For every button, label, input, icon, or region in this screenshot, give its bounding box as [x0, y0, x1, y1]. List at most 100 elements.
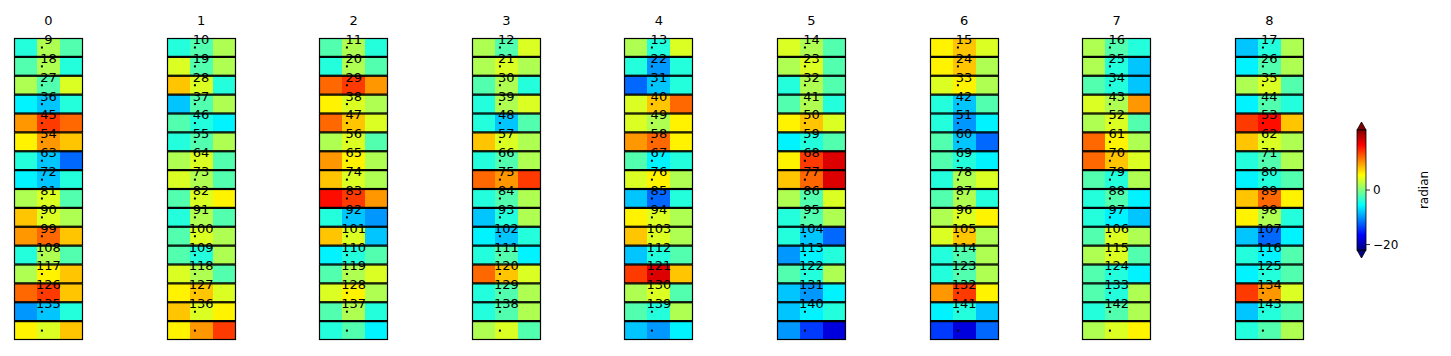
html-text:137: 137 — [341, 296, 367, 312]
html-text:93: 93 — [498, 201, 515, 217]
html-text:38: 38 — [345, 88, 362, 104]
html-text:103: 103 — [646, 220, 672, 236]
html-text:90: 90 — [40, 201, 57, 217]
html-text:15: 15 — [955, 31, 973, 47]
html-text:135: 135 — [36, 296, 61, 312]
html-text:67: 67 — [650, 145, 668, 161]
html-text:119: 119 — [341, 258, 367, 274]
html-text:36: 36 — [40, 88, 57, 104]
html-text:49: 49 — [650, 107, 668, 123]
html-text:99: 99 — [40, 220, 57, 236]
html-text:139: 139 — [646, 296, 672, 312]
html-text:23: 23 — [803, 50, 820, 66]
html-text:105: 105 — [951, 220, 977, 236]
html-text:114: 114 — [951, 239, 977, 255]
svg-text:−20: −20 — [1373, 238, 1398, 252]
html-text:132: 132 — [951, 277, 977, 293]
html-text:20: 20 — [345, 50, 362, 66]
html-text:60: 60 — [955, 126, 973, 142]
html-text:120: 120 — [493, 258, 519, 274]
html-text:140: 140 — [799, 296, 824, 312]
html-text:55: 55 — [192, 126, 210, 142]
html-text:64: 64 — [192, 145, 210, 161]
html-text:112: 112 — [646, 239, 672, 255]
html-text:54: 54 — [40, 126, 57, 142]
html-text:24: 24 — [955, 50, 973, 66]
html-text:48: 48 — [498, 107, 515, 123]
html-text:46: 46 — [192, 107, 210, 123]
html-text:12: 12 — [498, 31, 515, 47]
html-text:81: 81 — [40, 182, 57, 198]
html-text:65: 65 — [345, 145, 362, 161]
html-text:118: 118 — [188, 258, 214, 274]
html-text:19: 19 — [192, 50, 210, 66]
html-text:14: 14 — [803, 31, 820, 47]
html-text:18: 18 — [40, 50, 57, 66]
html-text:31: 31 — [650, 69, 668, 85]
html-text:69: 69 — [955, 145, 973, 161]
html-text:37: 37 — [192, 88, 210, 104]
html-text:28: 28 — [192, 69, 210, 85]
html-text:96: 96 — [955, 201, 973, 217]
html-text:63: 63 — [40, 145, 57, 161]
html-text:68: 68 — [803, 145, 820, 161]
html-text:41: 41 — [803, 88, 820, 104]
html-text:111: 111 — [493, 239, 519, 255]
html-text:104: 104 — [799, 220, 824, 236]
html-text:141: 141 — [951, 296, 977, 312]
html-text:21: 21 — [498, 50, 515, 66]
html-text:47: 47 — [345, 107, 362, 123]
html-text:113: 113 — [799, 239, 824, 255]
html-text:85: 85 — [650, 182, 668, 198]
svg-text:radian: radian — [1417, 171, 1431, 209]
html-text:29: 29 — [345, 69, 362, 85]
html-text:92: 92 — [345, 201, 362, 217]
html-text:50: 50 — [803, 107, 820, 123]
html-text:82: 82 — [192, 182, 210, 198]
html-text:94: 94 — [650, 201, 668, 217]
html-text:22: 22 — [650, 50, 668, 66]
html-text:11: 11 — [345, 31, 362, 47]
html-text:131: 131 — [799, 277, 824, 293]
html-text:127: 127 — [188, 277, 214, 293]
html-text:87: 87 — [955, 182, 973, 198]
html-text:13: 13 — [650, 31, 668, 47]
html-text:122: 122 — [799, 258, 824, 274]
html-text:84: 84 — [498, 182, 515, 198]
html-text:123: 123 — [951, 258, 977, 274]
html-text:128: 128 — [341, 277, 367, 293]
svg-text:0: 0 — [1373, 183, 1381, 197]
html-text:10: 10 — [192, 31, 210, 47]
html-text:129: 129 — [493, 277, 519, 293]
html-text:30: 30 — [498, 69, 515, 85]
html-text:59: 59 — [803, 126, 820, 142]
html-text:57: 57 — [498, 126, 515, 142]
html-text:130: 130 — [646, 277, 672, 293]
html-text:136: 136 — [188, 296, 214, 312]
html-text:102: 102 — [493, 220, 519, 236]
html-text:40: 40 — [650, 88, 668, 104]
html-text:42: 42 — [955, 88, 973, 104]
html-text:91: 91 — [192, 201, 210, 217]
html-text:33: 33 — [955, 69, 973, 85]
html-text:58: 58 — [650, 126, 668, 142]
html-text:108: 108 — [36, 239, 61, 255]
html-text:110: 110 — [341, 239, 367, 255]
html-text:86: 86 — [803, 182, 820, 198]
html-text:95: 95 — [803, 201, 820, 217]
html-text:56: 56 — [345, 126, 362, 142]
html-text:27: 27 — [40, 69, 57, 85]
html-text:100: 100 — [188, 220, 214, 236]
html-text:138: 138 — [493, 296, 519, 312]
html-text:109: 109 — [188, 239, 214, 255]
html-text:121: 121 — [646, 258, 672, 274]
html-text:39: 39 — [498, 88, 515, 104]
html-text:83: 83 — [345, 182, 362, 198]
html-text:51: 51 — [955, 107, 973, 123]
html-text:126: 126 — [36, 277, 61, 293]
html-text:117: 117 — [36, 258, 61, 274]
html-text:32: 32 — [803, 69, 820, 85]
html-text:101: 101 — [341, 220, 367, 236]
html-text:66: 66 — [498, 145, 515, 161]
html-text:45: 45 — [40, 107, 57, 123]
